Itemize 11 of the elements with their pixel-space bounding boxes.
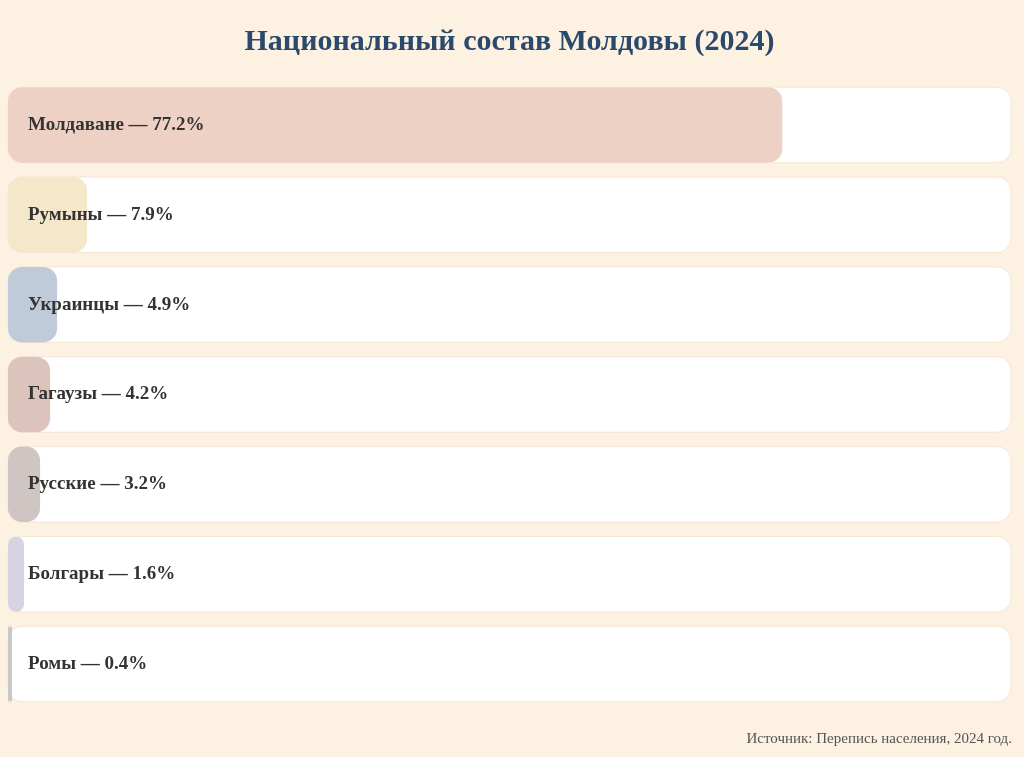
data-label: Украинцы — 4.9% (28, 292, 191, 314)
text: Источник: Перепись населения, 2024 год. (746, 730, 1012, 747)
bar (8, 536, 25, 612)
data-label: Ромы — 0.4% (28, 651, 148, 673)
data-label: Русские — 3.2% (28, 472, 167, 494)
bar (8, 626, 13, 702)
data-label: Молдаване — 77.2% (28, 112, 205, 134)
data-label: Гагаузы — 4.2% (28, 382, 169, 404)
chart-title: Национальный состав Молдовы (2024) (244, 22, 775, 57)
data-label: Румыны — 7.9% (28, 202, 174, 224)
data-label: Болгары — 1.6% (28, 562, 176, 584)
